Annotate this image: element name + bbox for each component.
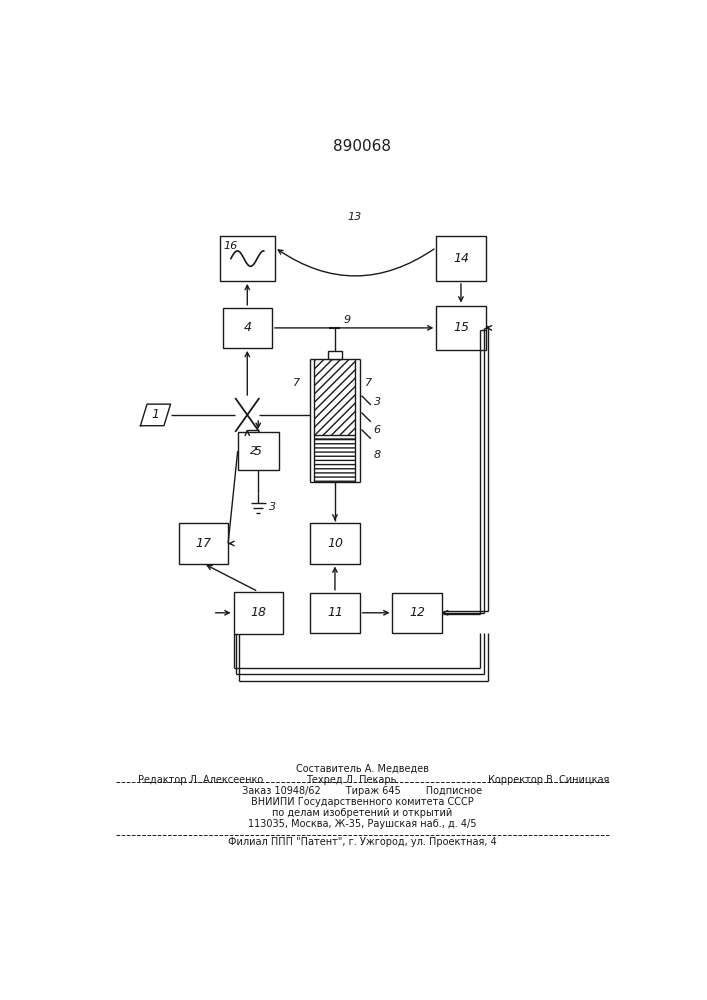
Text: 15: 15 [453,321,469,334]
Text: 5: 5 [255,445,262,458]
Text: 3: 3 [373,397,380,407]
Text: ВНИИПИ Государственного комитета СССР: ВНИИПИ Государственного комитета СССР [251,797,474,807]
Bar [310,523,360,564]
Text: 6: 6 [373,425,380,435]
Bar [223,308,272,348]
Bar [310,593,360,633]
Bar [220,236,275,281]
Text: по делам изобретений и открытий: по делам изобретений и открытий [272,808,452,818]
Bar [315,438,356,482]
Text: 113035, Москва, Ж-35, Раушская наб., д. 4/5: 113035, Москва, Ж-35, Раушская наб., д. … [248,819,477,829]
Text: 16: 16 [223,241,238,251]
Text: 2: 2 [250,446,257,456]
FancyArrowPatch shape [279,249,434,276]
Bar [328,351,342,359]
Text: Редактор Л. Алексеенко: Редактор Л. Алексеенко [138,775,263,785]
Text: 11: 11 [327,606,343,619]
Bar [392,593,442,633]
Text: 4: 4 [243,321,251,334]
Text: 890068: 890068 [333,139,392,154]
Text: 1: 1 [151,408,160,421]
Bar [436,306,486,350]
Text: 8: 8 [373,450,380,460]
Text: 18: 18 [250,606,267,619]
Text: Филиал ППП "Патент", г. Ужгород, ул. Проектная, 4: Филиал ППП "Патент", г. Ужгород, ул. Про… [228,837,497,847]
Bar [179,523,228,564]
Polygon shape [141,404,170,426]
Text: 7: 7 [365,378,372,388]
Text: 7: 7 [293,378,300,388]
Text: 3: 3 [269,502,276,512]
Text: Корректор В. Синицкая: Корректор В. Синицкая [489,775,609,785]
Text: 9: 9 [343,315,350,325]
Text: 10: 10 [327,537,343,550]
Bar [238,432,279,470]
Bar [233,592,283,634]
Text: Заказ 10948/62        Тираж 645        Подписное: Заказ 10948/62 Тираж 645 Подписное [243,786,482,796]
Text: 12: 12 [409,606,425,619]
Bar [315,359,356,482]
Text: 14: 14 [453,252,469,265]
Bar [436,236,486,281]
Text: 13: 13 [347,212,361,222]
Text: Составитель А. Медведев: Составитель А. Медведев [296,763,429,773]
Bar [315,359,356,435]
Text: 17: 17 [195,537,211,550]
Text: Техред Л. Пекарь: Техред Л. Пекарь [306,775,397,785]
